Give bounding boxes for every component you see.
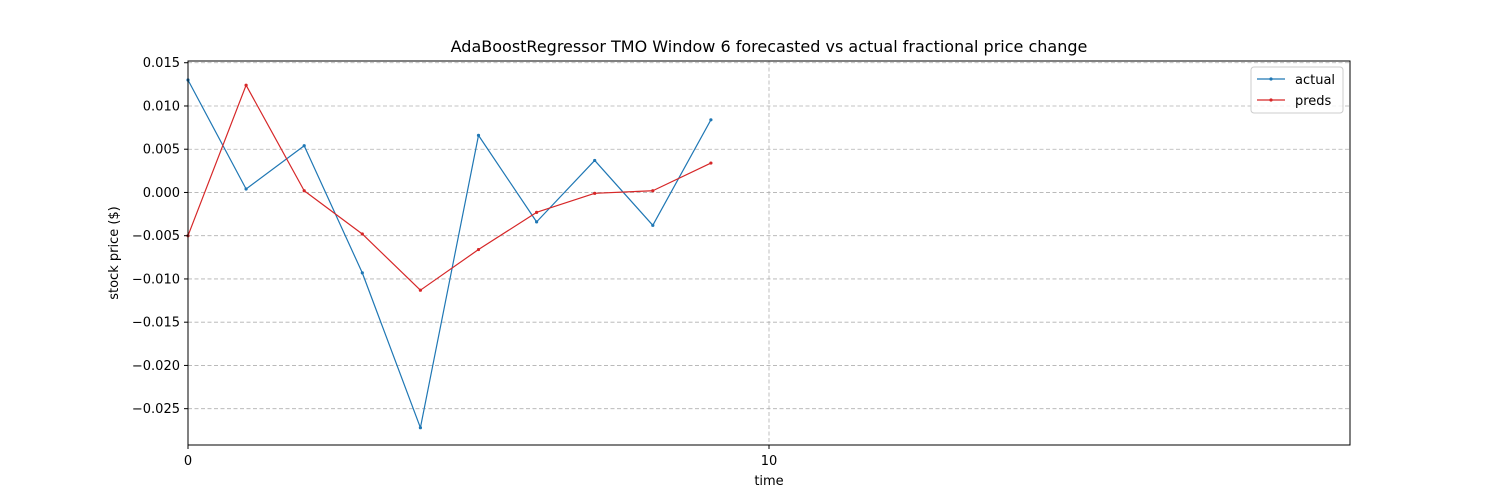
grid-layer — [187, 61, 1350, 445]
x-tick-label: 0 — [184, 454, 192, 469]
data-point-preds — [535, 210, 539, 214]
data-point-preds — [651, 189, 655, 193]
data-point-actual — [651, 223, 655, 227]
y-tick-label: 0.005 — [143, 143, 180, 158]
data-point-actual — [360, 271, 364, 275]
y-tick-label: 0.015 — [143, 56, 180, 71]
legend-label-actual: actual — [1295, 73, 1335, 88]
data-point-actual — [476, 133, 481, 137]
series-line-preds — [187, 84, 712, 291]
tick-layer: 0.015 0.010 0.005 0.000 −0.005 −0.010 −0.015 −0… — [132, 56, 777, 469]
y-tick-label: −0.005 — [132, 229, 180, 244]
chart-title: AdaBoostRegressor TMO Window 6 forecaste… — [451, 37, 1088, 56]
y-tick-label: −0.015 — [132, 316, 180, 331]
y-tick-label: −0.025 — [132, 402, 180, 417]
y-axis-label: stock price ($) — [107, 206, 122, 300]
data-point-actual — [302, 144, 306, 148]
legend-marker-actual — [1269, 77, 1273, 81]
data-point-preds — [302, 189, 306, 193]
series-line-actual — [187, 79, 712, 429]
data-point-actual — [709, 118, 713, 122]
legend-label-preds: preds — [1295, 94, 1332, 109]
series-layer — [186, 78, 713, 430]
x-axis-label: time — [754, 474, 783, 489]
data-point-preds — [418, 288, 422, 292]
data-point-preds — [244, 83, 248, 87]
legend-marker-preds — [1269, 98, 1273, 102]
data-point-actual — [244, 187, 248, 191]
legend: actual preds — [1250, 66, 1344, 114]
data-point-actual — [593, 158, 597, 163]
data-point-preds — [360, 232, 364, 236]
y-tick-label: 0.010 — [143, 99, 180, 114]
y-tick-label: −0.010 — [132, 272, 180, 287]
data-point-preds — [476, 247, 481, 252]
data-point-preds — [593, 191, 597, 195]
data-point-preds — [709, 161, 713, 165]
x-tick-label: 10 — [761, 454, 778, 469]
y-tick-label: 0.000 — [143, 186, 180, 201]
data-point-actual — [535, 220, 539, 224]
y-tick-label: −0.020 — [132, 359, 180, 374]
data-point-actual — [418, 426, 422, 430]
